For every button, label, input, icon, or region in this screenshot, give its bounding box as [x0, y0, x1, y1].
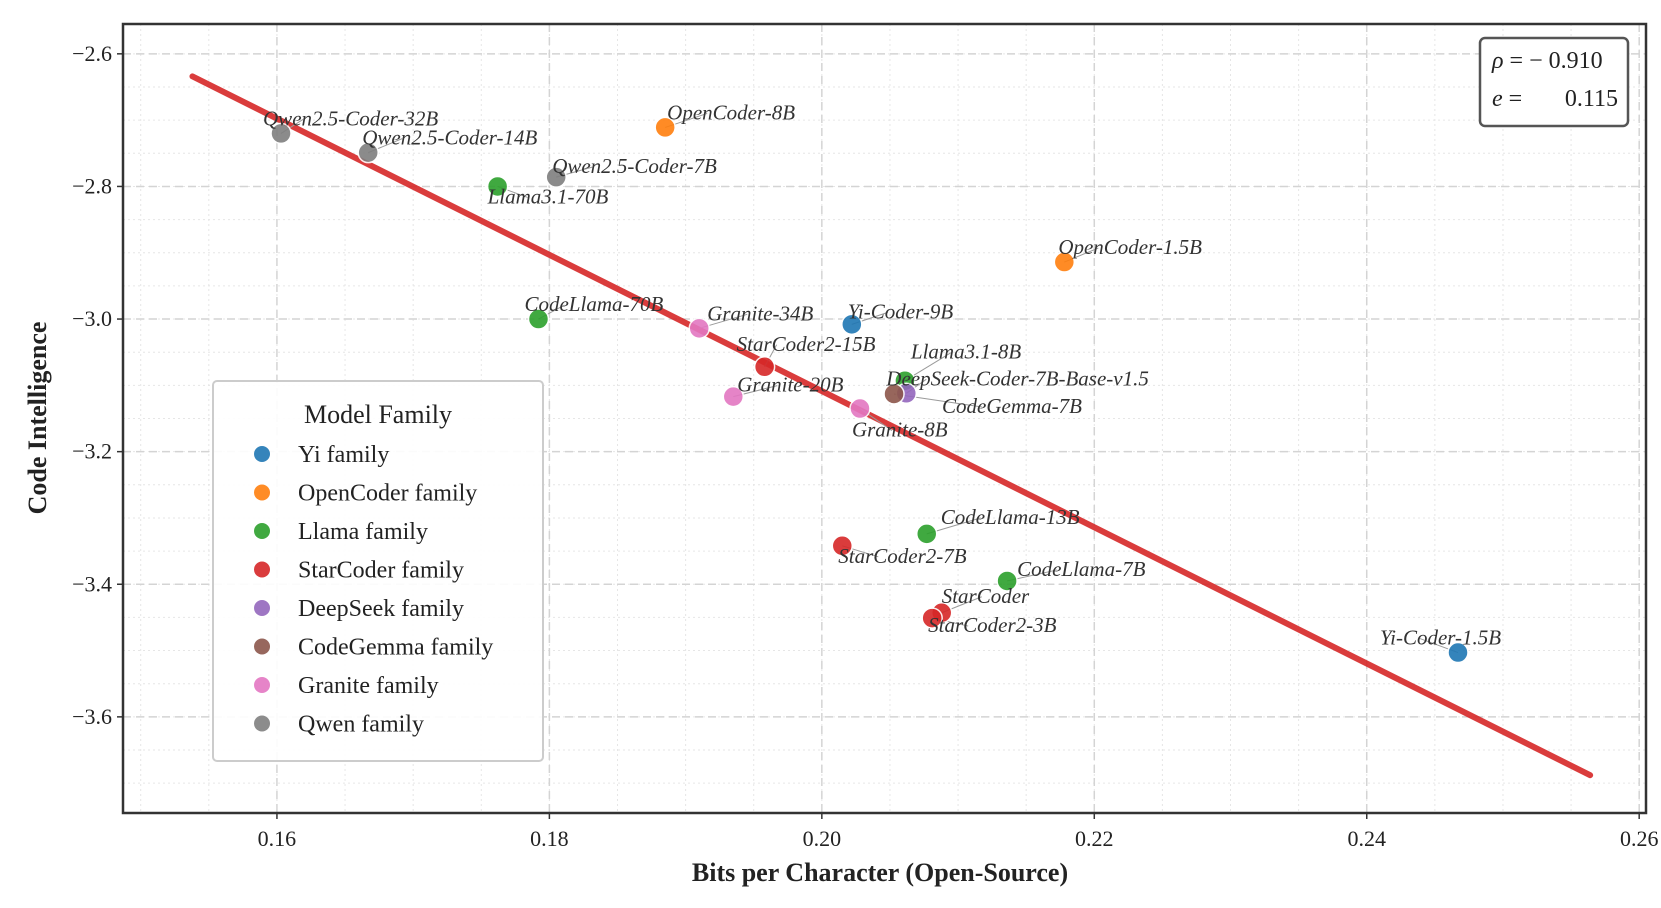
data-point — [883, 383, 905, 405]
legend-item-label: OpenCoder family — [298, 481, 477, 507]
x-tick-label: 0.24 — [1347, 826, 1386, 851]
legend-item-label: Granite family — [298, 673, 439, 699]
y-tick-label: −3.6 — [72, 704, 112, 729]
legend-marker — [254, 600, 270, 616]
point-label: Llama3.1-70B — [487, 184, 609, 208]
x-tick-label: 0.26 — [1620, 826, 1659, 851]
data-points — [270, 116, 1469, 664]
y-tick-label: −2.6 — [72, 41, 112, 66]
data-point — [849, 397, 871, 420]
legend-title: Model Family — [304, 400, 452, 429]
legend-marker — [254, 523, 270, 539]
point-label: StarCoder2-15B — [737, 332, 876, 356]
point-label: Yi-Coder-9B — [848, 299, 954, 323]
point-label: Granite-8B — [852, 418, 948, 442]
legend-marker — [254, 446, 270, 462]
data-point — [841, 313, 863, 336]
point-label: Qwen2.5-Coder-14B — [362, 126, 537, 150]
y-tick-label: −3.0 — [72, 306, 112, 331]
x-tick-label: 0.20 — [803, 826, 842, 851]
axes: 0.16 0.18 0.20 0.22 0.24 0.26 −2.6 −2.8 −3.0 −3.2… — [72, 22, 1659, 851]
point-label: Qwen2.5-Coder-32B — [263, 106, 438, 130]
data-point — [831, 535, 854, 557]
point-label: CodeLlama-13B — [941, 505, 1080, 529]
data-point — [921, 607, 943, 629]
x-tick-label: 0.18 — [530, 826, 569, 851]
data-point — [915, 523, 938, 545]
point-label: StarCoder — [942, 584, 1030, 608]
data-point — [654, 116, 676, 139]
data-point — [722, 385, 745, 408]
legend-marker — [254, 484, 270, 501]
point-label: Granite-20B — [737, 373, 843, 397]
rho-value: − 0.910 — [1529, 48, 1603, 74]
point-label: DeepSeek-Coder-7B-Base-v1.5 — [885, 366, 1149, 390]
legend-item-label: DeepSeek family — [298, 596, 464, 622]
legend-marker — [254, 638, 270, 655]
data-point — [688, 317, 710, 340]
e-symbol: e — [1492, 86, 1503, 112]
svg-text:e =: e = — [1492, 86, 1522, 112]
data-point — [527, 308, 550, 330]
data-point — [1053, 251, 1076, 273]
rho-symbol: ρ — [1491, 48, 1504, 74]
regression-line — [189, 73, 1594, 779]
data-point — [357, 141, 379, 164]
point-label: Yi-Coder-1.5B — [1380, 626, 1501, 650]
point-label: CodeGemma-7B — [942, 394, 1082, 418]
point-label: Granite-34B — [707, 301, 813, 325]
data-point — [270, 122, 292, 145]
data-point — [996, 570, 1018, 592]
legend-marker — [254, 561, 270, 578]
y-tick-label: −2.8 — [72, 173, 112, 198]
point-label: StarCoder2-3B — [928, 613, 1057, 637]
plot-frame — [121, 22, 1648, 815]
legend-item-label: Llama family — [298, 519, 428, 545]
y-tick-label: −3.4 — [72, 571, 112, 596]
point-label: CodeLlama-70B — [524, 292, 663, 316]
data-point — [545, 166, 567, 188]
legend: Model Family Yi family OpenCoder family Ll… — [212, 380, 544, 762]
point-label: StarCoder2-7B — [838, 544, 967, 568]
svg-text:ρ = − 0.910: ρ = − 0.910 — [1491, 48, 1603, 74]
legend-marker — [254, 715, 270, 732]
data-point — [486, 175, 509, 198]
e-value: 0.115 — [1565, 86, 1618, 112]
fit-line-layer — [189, 73, 1594, 779]
grid — [123, 24, 1646, 813]
data-point — [1447, 641, 1469, 664]
y-axis-title: Code Intelligence — [23, 322, 52, 515]
legend-item-label: StarCoder family — [298, 558, 464, 584]
point-label: Qwen2.5-Coder-7B — [552, 154, 717, 178]
point-label: CodeLlama-7B — [1017, 557, 1145, 581]
stats-box: ρ = − 0.910 e = 0.115 — [1478, 36, 1630, 128]
legend-item-label: CodeGemma family — [298, 635, 493, 661]
data-point — [753, 356, 776, 378]
x-tick-label: 0.16 — [258, 826, 297, 851]
x-axis-title: Bits per Character (Open-Source) — [692, 858, 1068, 887]
point-label: OpenCoder-1.5B — [1058, 235, 1202, 259]
point-label: OpenCoder-8B — [667, 100, 795, 124]
y-tick-label: −3.2 — [72, 439, 112, 464]
legend-marker — [254, 677, 270, 693]
legend-item-label: Yi family — [298, 442, 389, 468]
x-tick-label: 0.22 — [1075, 826, 1114, 851]
point-label: Llama3.1-8B — [910, 340, 1021, 364]
legend-item-label: Qwen family — [298, 712, 424, 738]
